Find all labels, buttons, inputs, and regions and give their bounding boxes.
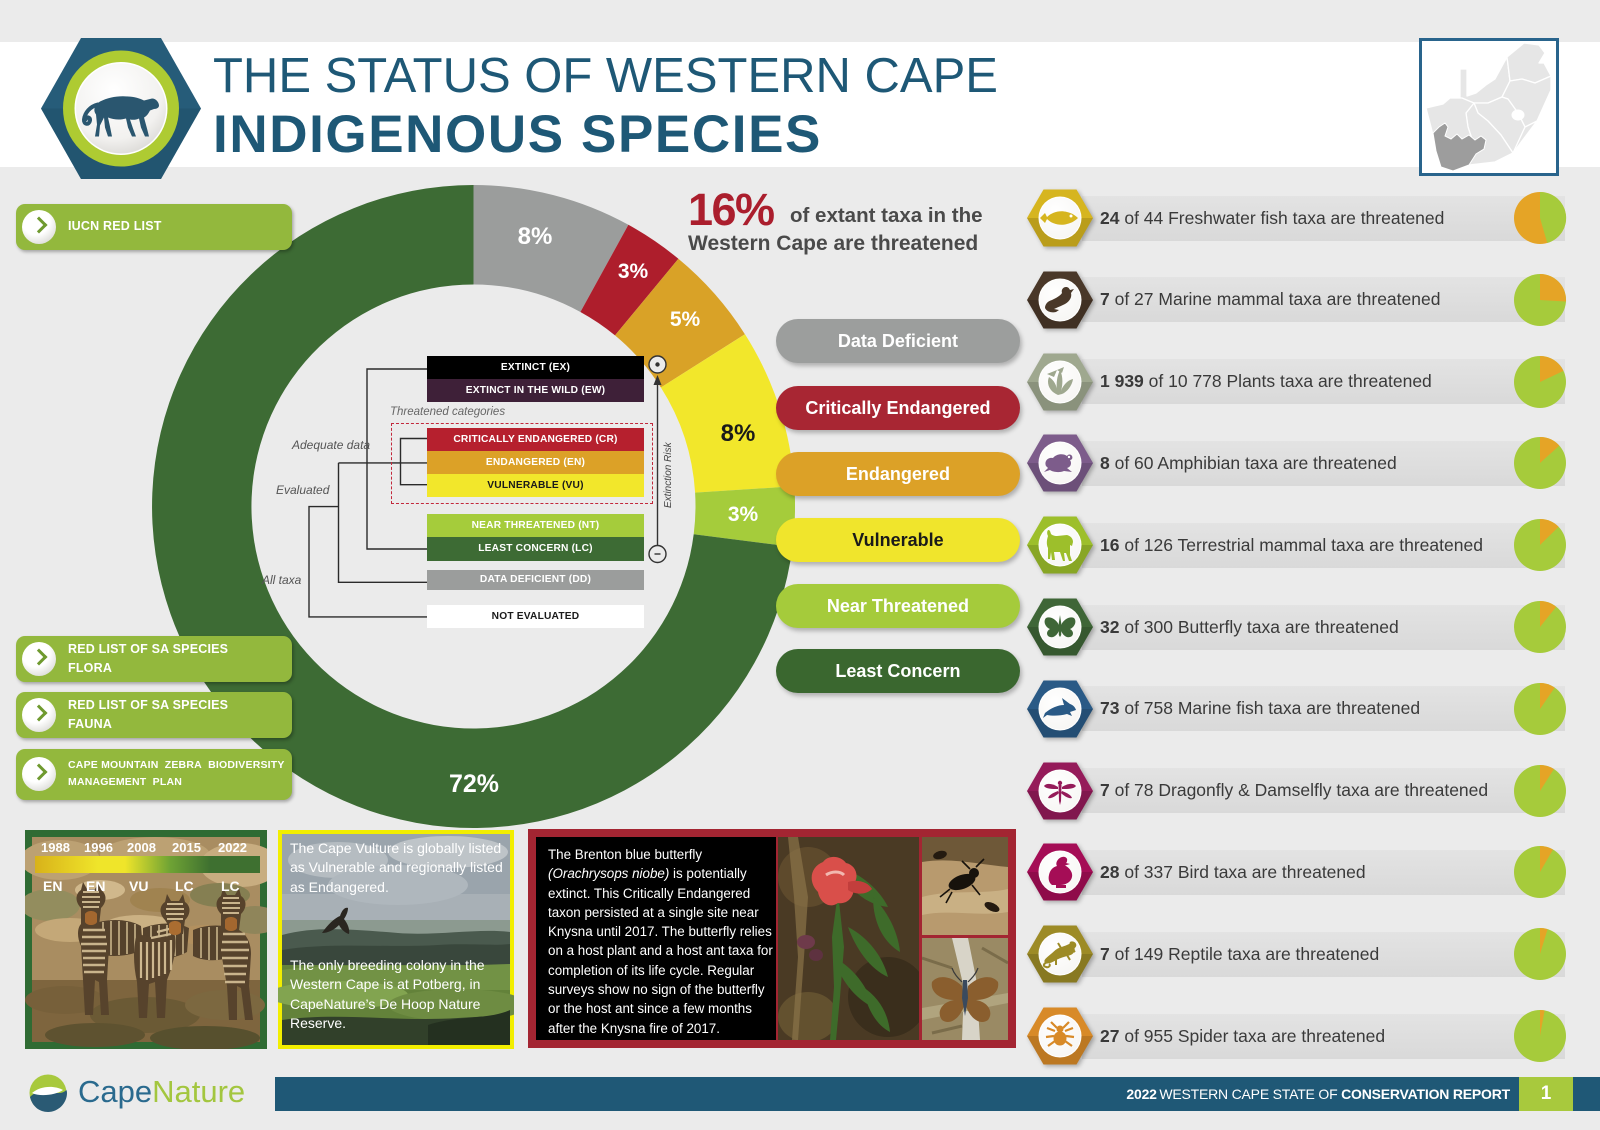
- svg-text:LC: LC: [175, 878, 194, 894]
- svg-text:2008: 2008: [127, 840, 156, 855]
- svg-text:1988: 1988: [41, 840, 70, 855]
- svg-text:VU: VU: [129, 878, 148, 894]
- svg-text:EN: EN: [86, 878, 105, 894]
- svg-text:EN: EN: [43, 878, 62, 894]
- svg-text:2015: 2015: [172, 840, 201, 855]
- svg-text:1996: 1996: [84, 840, 113, 855]
- svg-text:LC: LC: [221, 878, 240, 894]
- svg-text:2022: 2022: [218, 840, 247, 855]
